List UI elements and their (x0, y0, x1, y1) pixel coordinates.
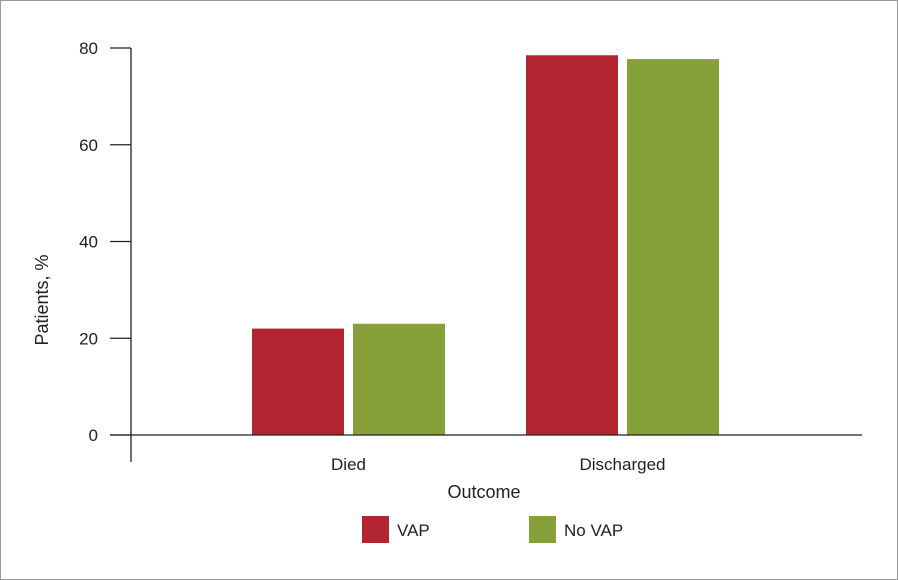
y-tick-label: 0 (89, 426, 98, 445)
bar-no-vap-died (353, 323, 445, 435)
y-tick-label: 60 (79, 136, 98, 155)
bar-vap-died (252, 328, 344, 435)
x-ticks-group: Died Discharged (331, 455, 665, 474)
legend: VAP No VAP (362, 516, 623, 543)
bars-group (252, 55, 719, 435)
y-tick-label: 80 (79, 39, 98, 58)
bar-no-vap-discharged (627, 59, 719, 435)
y-tick-label: 40 (79, 233, 98, 252)
y-ticks-group: 0 20 40 60 80 (79, 39, 131, 445)
bar-vap-discharged (526, 55, 618, 435)
x-tick-label: Died (331, 455, 366, 474)
legend-swatch (362, 516, 389, 543)
axes-group (110, 48, 862, 462)
y-axis-title: Patients, % (32, 254, 52, 345)
legend-swatch (529, 516, 556, 543)
y-tick-label: 20 (79, 329, 98, 348)
legend-label: No VAP (564, 521, 623, 540)
x-tick-label: Discharged (580, 455, 666, 474)
legend-label: VAP (397, 521, 430, 540)
x-axis-title: Outcome (447, 482, 520, 502)
